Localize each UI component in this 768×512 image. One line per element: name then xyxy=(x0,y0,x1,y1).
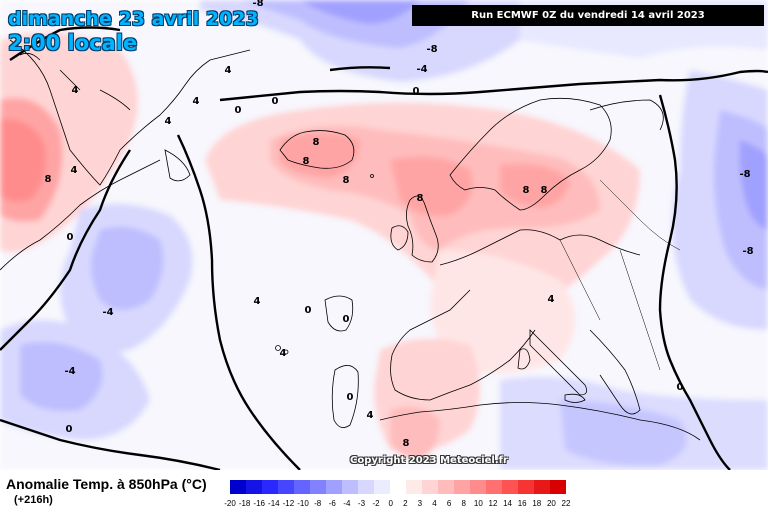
color-scale-tick: -14 xyxy=(268,499,280,508)
color-scale-tick: 6 xyxy=(446,499,452,508)
color-scale-swatch xyxy=(454,480,470,494)
color-scale-tick: -10 xyxy=(297,499,309,508)
color-scale-tick: 14 xyxy=(503,499,513,508)
contour-label: 0 xyxy=(272,96,279,107)
contour-label: 0 xyxy=(67,232,74,243)
contour-label: 8 xyxy=(523,185,530,196)
color-scale-tick: -20 xyxy=(224,499,236,508)
color-scale-tick: 10 xyxy=(473,499,483,508)
color-scale-swatch xyxy=(502,480,518,494)
contour-label: 8 xyxy=(343,175,350,186)
contour-label: 8 xyxy=(403,438,410,449)
contour-label: -8 xyxy=(742,246,753,257)
contour-label: 4 xyxy=(165,116,172,127)
contour-label: 0 xyxy=(305,305,312,316)
color-scale xyxy=(230,480,566,494)
color-scale-tick: -4 xyxy=(343,499,351,508)
color-scale-tick: 18 xyxy=(532,499,542,508)
color-scale-swatch xyxy=(438,480,454,494)
color-scale-tick: 3 xyxy=(417,499,423,508)
contour-label: -8 xyxy=(739,169,750,180)
contour-label: 8 xyxy=(313,137,320,148)
color-scale-swatch xyxy=(246,480,262,494)
color-scale-tick: -18 xyxy=(238,499,251,508)
contour-label: 0 xyxy=(235,105,242,116)
contour-label: 0 xyxy=(677,382,684,393)
color-scale-swatch xyxy=(422,480,438,494)
contour-label: 4 xyxy=(548,294,555,305)
contour-label: 8 xyxy=(303,156,310,167)
contour-label: -8 xyxy=(426,44,437,55)
color-scale-swatch xyxy=(534,480,550,494)
color-scale-swatch xyxy=(294,480,310,494)
contour-label: 4 xyxy=(193,96,200,107)
color-scale-ticks: -20 -18 -16 -14 -12 -10 -8 -6 -4 -3 -2 0 2 3 4 6 8 10 12 14… xyxy=(224,499,570,511)
parameter-title: Anomalie Temp. à 850hPa (°C) xyxy=(6,476,207,492)
color-scale-swatch xyxy=(342,480,358,494)
color-scale-swatch xyxy=(262,480,278,494)
copyright-notice: Copyright 2023 Meteociel.fr xyxy=(350,455,508,466)
contour-label: -4 xyxy=(416,64,427,75)
color-scale-tick: 20 xyxy=(546,499,556,508)
contour-label: -4 xyxy=(64,366,75,377)
forecast-time: 2:00 locale xyxy=(8,31,138,55)
color-scale-swatch xyxy=(470,480,486,494)
color-scale-swatch xyxy=(518,480,534,494)
contour-label: 4 xyxy=(280,348,287,359)
contour-label: 4 xyxy=(367,410,374,421)
contour-label: 4 xyxy=(225,65,232,76)
color-scale-tick: -3 xyxy=(357,499,366,508)
color-scale-swatch xyxy=(230,480,246,494)
contour-label: 0 xyxy=(343,314,350,325)
color-scale-tick: -12 xyxy=(282,499,295,508)
coastlines xyxy=(0,39,701,441)
contour-label: 0 xyxy=(66,424,73,435)
model-run-banner: Run ECMWF 0Z du vendredi 14 avril 2023 xyxy=(412,5,764,26)
color-scale-swatch xyxy=(390,480,406,494)
contour-label: 4 xyxy=(71,165,78,176)
anomaly-shading xyxy=(0,0,768,470)
color-scale-swatch xyxy=(278,480,294,494)
color-scale-tick: 22 xyxy=(561,499,571,508)
color-scale-tick: -8 xyxy=(314,499,322,508)
lead-time: (+216h) xyxy=(14,494,53,506)
contour-label: 8 xyxy=(45,174,52,185)
color-scale-swatch xyxy=(406,480,422,494)
color-scale-tick: -2 xyxy=(372,499,380,508)
contour-label: -4 xyxy=(102,307,113,318)
color-scale-swatch xyxy=(550,480,566,494)
color-scale-tick: 2 xyxy=(403,499,408,508)
forecast-date: dimanche 23 avril 2023 xyxy=(8,8,259,30)
color-scale-tick: -6 xyxy=(328,499,336,508)
contour-label: 8 xyxy=(417,193,424,204)
color-scale-swatch xyxy=(358,480,374,494)
contour-lines xyxy=(0,26,768,470)
contour-label: 0 xyxy=(347,392,354,403)
contour-label: 4 xyxy=(72,85,79,96)
color-scale-tick: 12 xyxy=(488,499,498,508)
color-scale-tick: 16 xyxy=(517,499,527,508)
contour-label: 4 xyxy=(254,296,261,307)
contour-label: 8 xyxy=(541,185,548,196)
color-scale-tick: 4 xyxy=(432,499,437,508)
contour-label: 0 xyxy=(413,86,420,97)
color-scale-swatch xyxy=(374,480,390,494)
color-scale-tick: 8 xyxy=(461,499,466,508)
color-scale-swatch xyxy=(310,480,326,494)
color-scale-swatch xyxy=(326,480,342,494)
color-scale-swatch xyxy=(486,480,502,494)
color-scale-tick: -16 xyxy=(253,499,265,508)
contour-label: -8 xyxy=(252,0,263,9)
color-scale-tick: 0 xyxy=(388,499,393,508)
